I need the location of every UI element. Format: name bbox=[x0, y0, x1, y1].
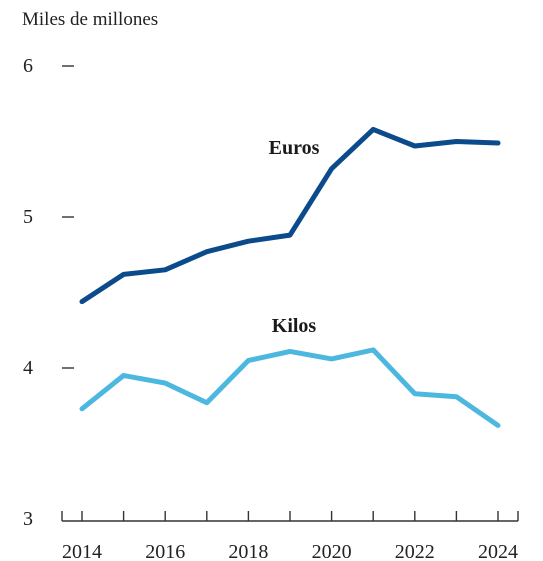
x-tick-label: 2024 bbox=[478, 541, 518, 561]
y-tick-label: 4 bbox=[23, 357, 33, 379]
series-line-kilos bbox=[79, 347, 501, 428]
x-tick-label: 2014 bbox=[62, 541, 102, 561]
y-tick-label: 5 bbox=[23, 206, 33, 228]
y-axis: 6 5 4 3 bbox=[23, 55, 74, 530]
series-label-kilos: Kilos bbox=[272, 315, 317, 337]
y-tick-label: 3 bbox=[23, 508, 33, 530]
x-axis: 2014 2016 2018 2020 2022 2024 bbox=[61, 511, 519, 561]
x-tick-label: 2022 bbox=[395, 541, 435, 561]
x-tick-label: 2020 bbox=[312, 541, 352, 561]
series-line-euros bbox=[79, 126, 501, 305]
series-label-euros: Euros bbox=[269, 137, 320, 159]
y-unit-label: Miles de millones bbox=[22, 9, 158, 30]
series-layer bbox=[79, 126, 501, 428]
x-tick-label: 2016 bbox=[145, 541, 185, 561]
x-tick-label: 2018 bbox=[228, 541, 268, 561]
series-label-layer: Euros Kilos bbox=[269, 137, 320, 337]
y-tick-label: 6 bbox=[23, 55, 33, 77]
